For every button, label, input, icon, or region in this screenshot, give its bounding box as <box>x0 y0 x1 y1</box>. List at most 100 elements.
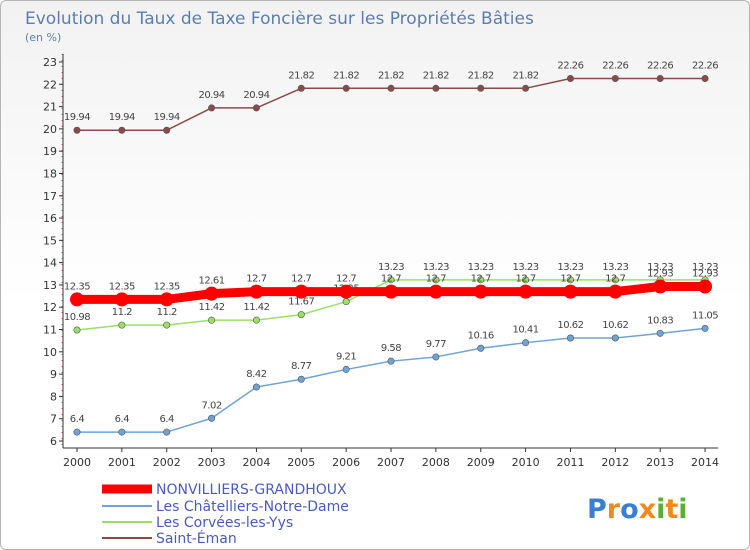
data-label: 11.05 <box>692 310 718 321</box>
y-tick-label: 18 <box>43 167 57 180</box>
x-tick-label: 2009 <box>467 456 495 469</box>
y-tick-label: 16 <box>43 212 57 225</box>
data-point <box>384 284 399 299</box>
data-label: 19.94 <box>64 112 90 123</box>
data-point <box>342 365 350 373</box>
data-point <box>118 321 126 329</box>
data-label: 13.23 <box>647 262 673 273</box>
y-tick-label: 21 <box>43 101 57 114</box>
legend-label: Les Corvées-les-Yys <box>156 515 293 531</box>
y-tick-label: 23 <box>43 56 57 69</box>
logo-letter: t <box>665 494 678 525</box>
series-layer: 19.94 19.94 19.94 20.94 20.94 21.82 21.82 21.82… <box>64 60 719 436</box>
data-point <box>477 84 485 92</box>
data-label: 10.98 <box>64 312 90 323</box>
data-point <box>387 357 395 365</box>
data-point <box>432 353 440 361</box>
data-label: 9.58 <box>381 343 401 354</box>
data-point <box>611 334 619 342</box>
data-point <box>701 324 709 332</box>
x-tick-label: 2012 <box>601 456 629 469</box>
logo-letter: i <box>678 494 687 525</box>
data-label: 6.4 <box>70 414 85 425</box>
data-label: 12.7 <box>291 274 311 285</box>
data-label: 20.94 <box>243 90 269 101</box>
data-point <box>656 74 664 82</box>
data-label: 21.82 <box>513 70 539 81</box>
data-point <box>342 298 350 306</box>
chart-title: Evolution du Taux de Taxe Foncière sur l… <box>25 9 534 29</box>
data-label: 22.26 <box>647 60 673 71</box>
data-label: 22.26 <box>602 60 628 71</box>
y-tick-label: 22 <box>43 78 57 91</box>
data-point <box>252 316 260 324</box>
data-point <box>70 292 84 307</box>
data-point <box>566 334 574 342</box>
data-label: 10.41 <box>513 325 539 336</box>
data-label: 6.4 <box>115 414 130 425</box>
chart-subtitle: (en %) <box>25 31 61 44</box>
series-0: 12.35 12.35 12.35 12.61 12.7 12.7 12.7 12.7 12.7… <box>64 269 719 307</box>
x-tick-label: 2011 <box>556 456 584 469</box>
data-point <box>522 339 530 347</box>
data-point <box>701 74 709 82</box>
y-tick-label: 9 <box>50 368 57 381</box>
data-point <box>563 284 578 299</box>
data-label: 22.26 <box>692 60 718 71</box>
data-label: 11.67 <box>288 297 314 308</box>
axes: 6 7 8 9 10 11 12 13 14 15 16 17 18 19 20 21 22 23 2000 2001… <box>43 54 719 469</box>
x-tick-label: 2010 <box>512 456 540 469</box>
data-label: 8.77 <box>291 361 311 372</box>
data-point <box>163 321 171 329</box>
logo-letter: r <box>607 494 621 525</box>
data-point <box>698 279 713 294</box>
y-tick-label: 11 <box>43 324 57 337</box>
data-label: 9.77 <box>426 339 446 350</box>
data-label: 6.4 <box>160 414 175 425</box>
y-tick-label: 10 <box>43 346 57 359</box>
logo-letter: o <box>620 494 639 525</box>
data-point <box>477 344 485 352</box>
x-tick-label: 2014 <box>691 456 719 469</box>
data-point <box>473 284 488 299</box>
data-point <box>73 126 81 134</box>
series-3: 19.94 19.94 19.94 20.94 20.94 21.82 21.82 21.82… <box>64 60 719 134</box>
data-label: 11.42 <box>243 302 269 313</box>
data-label: 11.42 <box>199 302 225 313</box>
data-label: 12.35 <box>64 281 90 292</box>
data-label: 12.7 <box>471 274 491 285</box>
data-label: 12.7 <box>381 274 401 285</box>
x-tick-label: 2000 <box>63 456 91 469</box>
data-point <box>522 276 530 284</box>
data-point <box>208 414 216 422</box>
data-label: 12.7 <box>515 274 535 285</box>
data-label: 13.23 <box>513 262 539 273</box>
legend-label: Saint-Éman <box>156 530 237 547</box>
data-label: 9.21 <box>336 351 356 362</box>
data-point <box>249 284 264 299</box>
data-point <box>208 104 216 112</box>
data-point <box>522 84 530 92</box>
data-point <box>611 276 619 284</box>
data-label: 21.82 <box>468 70 494 81</box>
data-point <box>114 292 129 307</box>
data-label: 10.62 <box>557 320 583 331</box>
series-1: 6.4 6.4 6.4 7.02 8.42 8.77 9.21 9.58 9.77 10.16 10… <box>70 310 719 436</box>
y-tick-label: 8 <box>50 390 57 403</box>
data-point <box>118 126 126 134</box>
data-label: 21.82 <box>288 70 314 81</box>
data-label: 13.23 <box>423 262 449 273</box>
data-label: 12.7 <box>246 274 266 285</box>
data-label: 12.35 <box>109 281 135 292</box>
legend-label: NONVILLIERS-GRANDHOUX <box>156 482 347 498</box>
data-point <box>163 126 171 134</box>
data-label: 12.61 <box>199 276 225 287</box>
data-label: 19.94 <box>109 112 135 123</box>
data-point <box>608 284 623 299</box>
data-point <box>387 84 395 92</box>
data-label: 13.23 <box>692 262 718 273</box>
data-point <box>297 375 305 383</box>
data-label: 19.94 <box>154 112 180 123</box>
data-label: 12.7 <box>605 274 625 285</box>
data-label: 10.83 <box>647 315 673 326</box>
